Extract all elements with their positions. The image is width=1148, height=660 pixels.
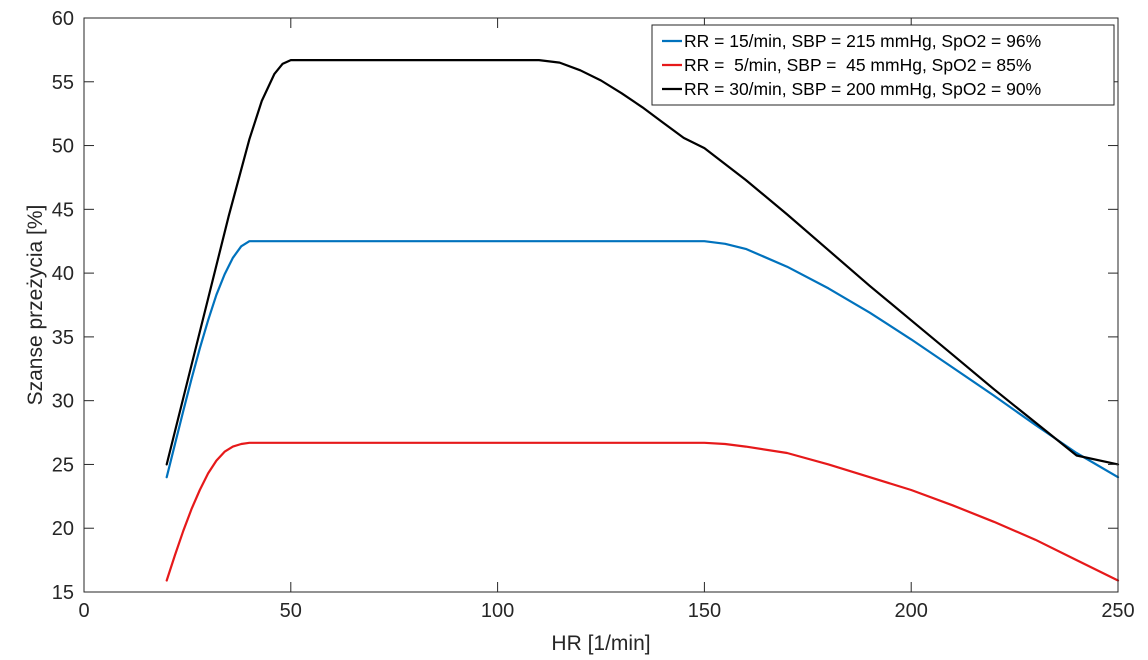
legend-label-3: RR = 30/min, SBP = 200 mmHg, SpO2 = 90% xyxy=(684,79,1041,99)
x-tick-label: 0 xyxy=(78,600,89,622)
legend-label-1: RR = 15/min, SBP = 215 mmHg, SpO2 = 96% xyxy=(684,31,1041,51)
axes xyxy=(83,17,1119,593)
series-layer xyxy=(165,58,1120,582)
y-tick-label: 60 xyxy=(52,8,74,30)
y-tick-label: 55 xyxy=(52,72,74,94)
y-tick-label: 25 xyxy=(52,454,74,476)
x-axis-label: HR [1/min] xyxy=(551,632,650,655)
x-tick-label: 200 xyxy=(895,600,928,622)
y-tick-label: 20 xyxy=(52,518,74,540)
series-line-1 xyxy=(165,240,1120,479)
x-tick-label: 250 xyxy=(1101,600,1134,622)
y-tick-label: 15 xyxy=(52,582,74,604)
legend: RR = 15/min, SBP = 215 mmHg, SpO2 = 96% R… xyxy=(651,24,1115,106)
series-line-3 xyxy=(165,58,1120,466)
x-tick-label: 50 xyxy=(280,600,302,622)
x-tick-label: 150 xyxy=(688,600,721,622)
y-tick-label: 40 xyxy=(52,263,74,285)
y-tick-label: 35 xyxy=(52,327,74,349)
plot-background xyxy=(84,18,1118,592)
y-tick-label: 50 xyxy=(52,136,74,158)
y-axis-label: Szanse przeżycia [%] xyxy=(24,205,47,406)
ticks: 0 50 100 150 200 250 15 20 25 30 35 40 45 50 55 60 xyxy=(52,8,1135,622)
legend-label-2: RR = 5/min, SBP = 45 mmHg, SpO2 = 85% xyxy=(684,55,1031,75)
series-line-2 xyxy=(165,441,1120,582)
y-tick-label: 45 xyxy=(52,199,74,221)
y-tick-label: 30 xyxy=(52,391,74,413)
axes-box xyxy=(83,17,1119,593)
legend-box xyxy=(651,24,1115,106)
x-tick-label: 100 xyxy=(481,600,514,622)
plot-area xyxy=(84,18,1118,592)
